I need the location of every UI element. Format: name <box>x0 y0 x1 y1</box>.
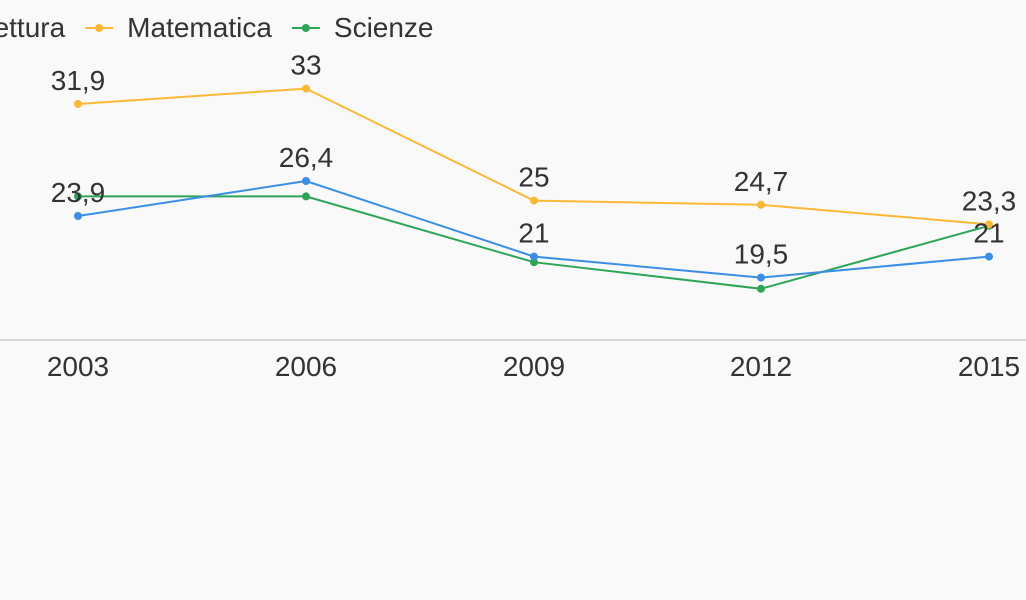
legend-label-scienze: Scienze <box>334 12 434 43</box>
data-label-matematica: 33 <box>290 50 321 81</box>
data-label-lettura: 21 <box>518 218 549 249</box>
data-point-lettura <box>74 212 82 220</box>
x-tick-label: 2003 <box>47 351 109 382</box>
data-point-scienze <box>74 192 82 201</box>
data-point-scienze <box>530 258 538 267</box>
data-point-lettura <box>302 177 310 185</box>
data-label-matematica: 23,3 <box>962 185 1017 216</box>
x-tick-label: 2012 <box>730 351 792 382</box>
data-label-matematica: 31,9 <box>51 65 106 96</box>
data-point-matematica <box>302 84 310 93</box>
data-point-lettura <box>757 273 765 282</box>
data-label-matematica: 25 <box>518 162 549 193</box>
data-point-matematica <box>985 220 993 229</box>
legend-label-lettura: Lettura <box>0 12 66 43</box>
x-tick-label: 2015 <box>958 351 1020 382</box>
legend-marker-scienze <box>301 24 310 32</box>
x-tick-label: 2006 <box>275 351 337 382</box>
x-tick-label: 2009 <box>503 351 565 382</box>
data-label-lettura: 19,5 <box>734 239 789 270</box>
data-point-lettura <box>530 252 538 261</box>
legend-label-matematica: Matematica <box>127 12 272 43</box>
data-point-matematica <box>530 196 538 205</box>
data-point-matematica <box>757 200 765 209</box>
data-label-matematica: 24,7 <box>734 166 789 197</box>
data-label-lettura: 26,4 <box>279 142 334 173</box>
data-point-lettura <box>985 252 993 261</box>
data-label-lettura: 21 <box>973 218 1004 249</box>
data-label-lettura: 23,9 <box>51 177 106 208</box>
data-point-scienze <box>302 192 310 201</box>
data-point-matematica <box>74 100 82 108</box>
data-point-scienze <box>757 284 765 293</box>
legend-marker-matematica <box>95 24 104 32</box>
